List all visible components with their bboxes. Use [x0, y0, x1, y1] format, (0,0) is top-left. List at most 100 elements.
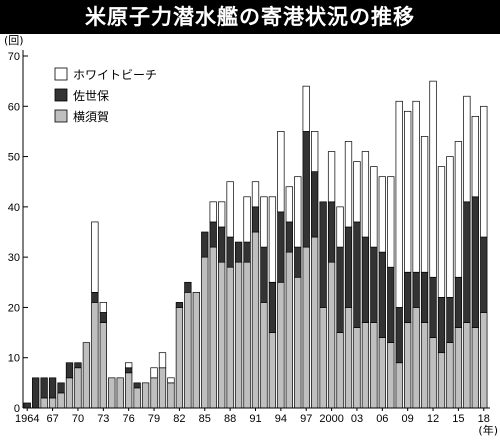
bar-segment-2017-s1: [471, 196, 479, 328]
y-tick-label-70: 70: [8, 51, 20, 63]
x-tick-label-2018: 18: [478, 413, 490, 425]
bar-segment-2004-s1: [361, 236, 370, 323]
bar-segment-1981-s2: [167, 377, 175, 384]
y-axis-unit-label: (回): [4, 34, 24, 47]
legend-swatch-0: [54, 67, 68, 81]
title-bar: 米原子力潜水艦の寄港状況の推移: [0, 0, 500, 34]
bar-segment-2002-s1: [344, 226, 353, 308]
bar-segment-1990-s0: [243, 261, 251, 409]
bar-segment-1979-s0: [150, 377, 158, 409]
bar-segment-1987-s0: [218, 261, 226, 409]
bar-segment-1997-s1: [302, 131, 310, 248]
bar-segment-1966-s1: [40, 377, 48, 399]
bar-segment-2006-s1: [378, 251, 386, 338]
y-tick-label-60: 60: [8, 101, 20, 113]
bar-segment-2018-s1: [480, 236, 488, 313]
x-tick-label-2012: 12: [427, 413, 439, 425]
bar-segment-1977-s0: [133, 387, 141, 409]
stacked-bar-chart: 0 10 20 30 40 50 60 70 (回) (年) 1964 67 70 73 76 79 82 85 8…: [4, 34, 498, 437]
bar-segment-2013-s0: [437, 352, 446, 409]
bar-segment-2013-s2: [437, 166, 446, 298]
bar-segment-2008-s0: [395, 362, 403, 409]
bar-segment-2014-s2: [446, 156, 454, 298]
bar-segment-1980-s0: [158, 367, 167, 409]
x-tick-label-2009: 09: [402, 413, 414, 425]
bar-segment-1988-s0: [226, 266, 234, 409]
x-tick-label-1985: 85: [199, 413, 211, 425]
x-tick-label-1973: 73: [97, 413, 109, 425]
bar-segment-2005-s1: [370, 246, 378, 323]
bar-segment-1965-s1: [32, 377, 40, 409]
bar-segment-2005-s2: [370, 166, 378, 248]
bar-segment-2015-s0: [454, 327, 463, 409]
bar-segment-2014-s0: [446, 342, 454, 409]
bar-segment-2007-s1: [387, 266, 395, 343]
bar-segment-1990-s1: [243, 241, 251, 263]
bar-segment-1987-s1: [218, 226, 226, 263]
bar-segment-2017-s2: [471, 115, 479, 198]
bar-segment-1985-s1: [201, 231, 209, 258]
bar-segment-2000-s2: [327, 151, 336, 203]
bar-segment-1970-s0: [74, 367, 82, 409]
y-tick-label-10: 10: [8, 353, 20, 365]
bar-segment-2000-s1: [327, 201, 336, 263]
bar-segment-1969-s1: [65, 362, 74, 379]
bar-segment-2016-s2: [463, 95, 471, 203]
bar-segment-1993-s1: [268, 281, 277, 333]
bar-segment-2008-s2: [395, 100, 403, 308]
bar-segment-1985-s0: [201, 256, 209, 409]
bar-segment-1983-s1: [184, 281, 192, 293]
bar-segment-1992-s2: [260, 196, 268, 248]
x-axis-unit-label: (年): [478, 423, 498, 437]
bar-segment-1993-s0: [268, 332, 277, 409]
bar-segment-1967-s1: [48, 377, 57, 399]
bar-segment-2001-s2: [336, 206, 344, 248]
bar-segment-1997-s2: [302, 85, 310, 132]
bar-segment-1966-s0: [40, 397, 48, 409]
bar-segment-2018-s2: [480, 105, 488, 238]
bar-segment-1991-s2: [251, 181, 260, 208]
x-tick-label-2003: 03: [351, 413, 363, 425]
y-tick-label-40: 40: [8, 202, 20, 214]
x-tick-label-1964: 1964: [15, 413, 39, 425]
bar-segment-1975-s0: [116, 377, 124, 409]
bar-segment-1998-s0: [311, 236, 319, 409]
bar-segment-2006-s2: [378, 176, 386, 253]
bar-segment-1977-s1: [133, 382, 141, 389]
bar-segment-1996-s0: [294, 276, 302, 409]
bar-segment-1995-s0: [285, 251, 293, 409]
bar-segment-1996-s1: [294, 246, 302, 278]
bar-segment-1993-s2: [268, 196, 277, 283]
bar-segment-1976-s2: [125, 362, 133, 369]
bar-segment-2011-s0: [420, 322, 429, 409]
bar-segment-1994-s0: [277, 281, 285, 409]
bar-segment-1976-s0: [125, 372, 133, 409]
bar-segment-1973-s2: [99, 302, 107, 313]
bar-segment-2018-s0: [480, 312, 488, 409]
bar-segment-1988-s1: [226, 236, 234, 268]
x-tick-label-1982: 82: [173, 413, 185, 425]
bar-segment-1980-s2: [158, 352, 167, 369]
bar-segment-1968-s0: [57, 392, 65, 409]
bar-segment-2010-s2: [412, 100, 420, 273]
bars-layer: [23, 80, 488, 409]
bar-segment-1979-s2: [150, 367, 158, 379]
bar-segment-1978-s0: [141, 382, 150, 409]
bar-segment-1991-s1: [251, 206, 260, 233]
bar-segment-1972-s0: [91, 302, 99, 409]
bar-segment-2007-s0: [387, 342, 395, 409]
bar-segment-2015-s1: [454, 276, 463, 328]
bar-segment-1988-s2: [226, 181, 234, 238]
bar-segment-1984-s0: [192, 291, 200, 409]
bar-segment-2012-s1: [429, 276, 437, 338]
y-tick-label-20: 20: [8, 302, 20, 314]
bar-segment-1999-s0: [319, 307, 327, 409]
x-tick-label-2015: 15: [452, 413, 464, 425]
bar-segment-1994-s1: [277, 211, 285, 283]
y-tick-label-50: 50: [8, 152, 20, 164]
bar-segment-2003-s0: [353, 327, 361, 409]
x-tick-label-1997: 97: [300, 413, 312, 425]
legend-label-1: 佐世保: [73, 89, 109, 103]
